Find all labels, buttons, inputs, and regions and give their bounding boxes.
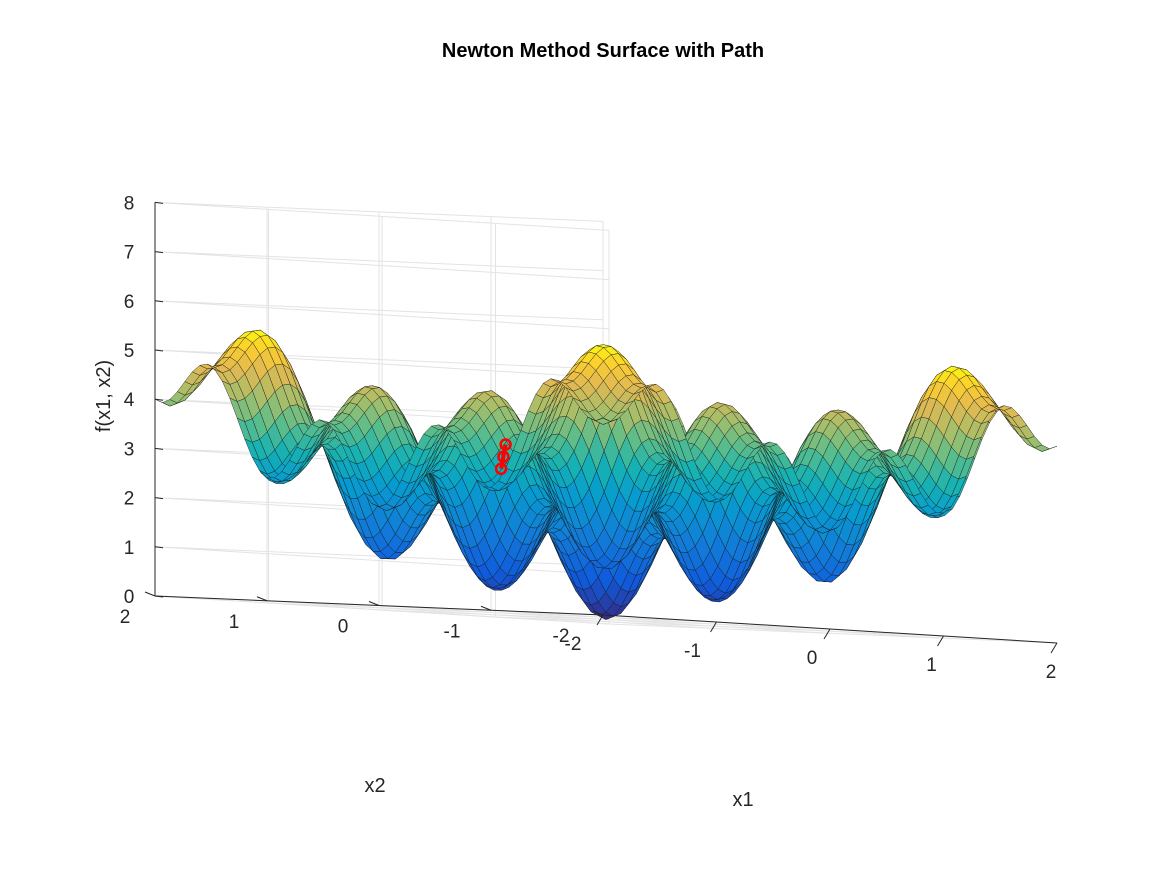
x1-tick-label: 2 xyxy=(1046,662,1057,683)
x2-tick-label: -2 xyxy=(553,626,570,647)
z-tick xyxy=(154,201,164,204)
z-tick xyxy=(154,300,164,303)
x1-tick xyxy=(710,621,717,633)
z-tick xyxy=(154,497,164,500)
z-tick-label: 3 xyxy=(124,439,135,460)
x2-tick-label: 2 xyxy=(120,607,131,628)
x2-tick xyxy=(144,591,156,597)
z-tick-label: 2 xyxy=(124,489,135,510)
x2-tick-label: -1 xyxy=(444,621,461,642)
x1-tick-label: 1 xyxy=(926,655,937,676)
z-tick-label: 4 xyxy=(124,390,135,411)
x1-tick-label: 0 xyxy=(807,648,818,669)
z-tick-label: 6 xyxy=(124,292,135,313)
x1-tick xyxy=(596,614,604,626)
z-tick xyxy=(154,349,164,352)
newton-path-point xyxy=(494,462,508,476)
axes xyxy=(144,201,1058,654)
x1-tick-label: -1 xyxy=(684,641,701,662)
x2-tick xyxy=(592,610,604,616)
chart-title: Newton Method Surface with Path xyxy=(442,40,764,62)
x2-tick xyxy=(256,596,268,602)
x2-tick xyxy=(480,605,492,611)
x1-tick xyxy=(823,628,831,640)
z-tick-label: 1 xyxy=(124,538,135,559)
z-tick xyxy=(154,546,164,549)
z-tick-label: 5 xyxy=(124,341,135,362)
newton-path-point xyxy=(499,438,512,451)
x1-tick xyxy=(1050,642,1058,654)
z-tick xyxy=(154,251,164,254)
x1-axis-label: x1 xyxy=(732,789,753,811)
z-tick xyxy=(154,398,164,401)
surface-mesh xyxy=(154,329,1058,620)
x2-axis-label: x2 xyxy=(364,775,385,797)
x1-tick-label: -2 xyxy=(565,634,582,655)
z-tick-label: 0 xyxy=(124,587,135,608)
surface-patch xyxy=(594,417,612,425)
x1-tick xyxy=(937,635,944,647)
z-tick xyxy=(154,595,164,598)
z-axis-label: f(x1, x2) xyxy=(93,360,115,432)
z-tick-label: 7 xyxy=(124,243,135,264)
z-tick-label: 8 xyxy=(124,193,135,214)
x2-tick-label: 1 xyxy=(229,612,240,633)
x2-tick-label: 0 xyxy=(338,617,349,638)
newton-path xyxy=(494,438,512,476)
z-tick xyxy=(154,447,164,450)
newton-path-point xyxy=(497,450,510,463)
x2-tick xyxy=(368,601,380,606)
